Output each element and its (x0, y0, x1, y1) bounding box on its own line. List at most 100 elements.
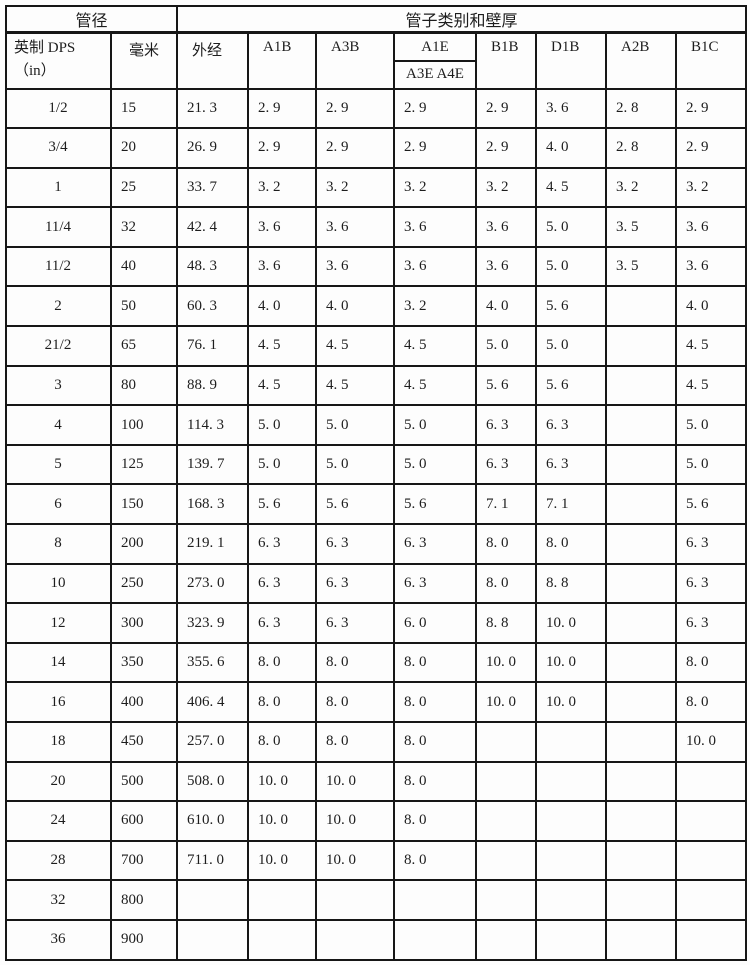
table-cell: 700 (109, 839, 179, 882)
table-cell: 5. 0 (315, 404, 396, 446)
table-cell: 5. 0 (535, 325, 608, 367)
table-cell: 8. 0 (247, 641, 318, 684)
table-cell (535, 918, 608, 961)
table-cell: 200 (109, 523, 179, 565)
table-cell: 15 (109, 87, 179, 130)
header-outer-diameter: 外经 (176, 31, 250, 90)
header-b1b: B1B (475, 31, 538, 90)
table-cell: 6. 3 (393, 562, 478, 605)
table-cell: 8. 0 (393, 641, 478, 684)
table-row: 10 250 273. 0 6. 3 6. 3 6. 3 8. 0 8. 8 6. 3 (5, 562, 748, 605)
table-cell: 7. 1 (535, 483, 608, 526)
table-cell (605, 562, 678, 605)
table-cell: 6. 3 (535, 443, 608, 486)
table-cell: 5. 6 (535, 285, 608, 328)
table-cell: 10. 0 (247, 760, 318, 803)
table-cell: 10. 0 (247, 800, 318, 842)
table-cell: 508. 0 (176, 760, 250, 803)
table-cell: 4. 0 (675, 285, 748, 328)
table-cell: 125 (109, 443, 179, 486)
header-a1e: A1E (393, 31, 478, 62)
table-cell: 3. 2 (675, 166, 748, 209)
table-cell: 6. 3 (475, 443, 538, 486)
table-cell: 1 (5, 166, 112, 209)
table-cell (393, 918, 478, 961)
header-a2b: A2B (605, 31, 678, 90)
table-cell (605, 918, 678, 961)
table-cell: 4. 5 (535, 166, 608, 209)
table-cell: 600 (109, 800, 179, 842)
table-cell: 36 (5, 918, 112, 961)
table-cell (475, 879, 538, 921)
table-cell: 8. 0 (475, 562, 538, 605)
table-cell: 8. 8 (535, 562, 608, 605)
table-cell (247, 879, 318, 921)
header-pipe-class-group: 管子类别和壁厚 (176, 5, 748, 34)
table-cell: 5. 0 (675, 443, 748, 486)
table-cell (605, 839, 678, 882)
table-row: 24 600 610. 0 10. 0 10. 0 8. 0 (5, 800, 748, 842)
table-header: 管径 管子类别和壁厚 英制 DPS （in） 毫米 外经 A1B A3B A1E… (4, 5, 748, 90)
table-cell: 42. 4 (176, 206, 250, 248)
table-cell: 3. 6 (675, 245, 748, 288)
table-cell: 6. 3 (675, 562, 748, 605)
table-cell: 5. 6 (675, 483, 748, 526)
table-cell: 10. 0 (535, 681, 608, 723)
table-cell: 5. 0 (315, 443, 396, 486)
table-row: 4 100 114. 3 5. 0 5. 0 5. 0 6. 3 6. 3 5. 0 (5, 404, 748, 446)
table-cell: 6. 3 (535, 404, 608, 446)
table-cell (535, 760, 608, 803)
header-a1b: A1B (247, 31, 318, 90)
table-cell: 8. 0 (393, 839, 478, 882)
table-cell: 6. 3 (393, 523, 478, 565)
table-row: 18 450 257. 0 8. 0 8. 0 8. 0 10. 0 (5, 721, 748, 763)
table-cell: 2. 9 (247, 127, 318, 169)
table-cell: 3. 6 (475, 206, 538, 248)
table-cell: 3. 6 (247, 206, 318, 248)
header-a3b: A3B (315, 31, 396, 90)
table-cell: 10. 0 (535, 602, 608, 644)
table-cell: 3. 2 (393, 166, 478, 209)
table-cell: 10. 0 (315, 839, 396, 882)
table-cell: 273. 0 (176, 562, 250, 605)
table-cell: 4. 0 (315, 285, 396, 328)
table-cell: 8. 0 (315, 681, 396, 723)
header-b1c: B1C (675, 31, 748, 90)
table-cell: 5. 0 (247, 404, 318, 446)
table-row: 11/2 40 48. 3 3. 6 3. 6 3. 6 3. 6 5. 0 3. 5 3. 6 (5, 245, 748, 288)
header-d1b: D1B (535, 31, 608, 90)
table-cell (605, 325, 678, 367)
table-cell: 150 (109, 483, 179, 526)
table-cell: 6. 3 (247, 523, 318, 565)
table-cell: 11/4 (5, 206, 112, 248)
header-subrow: A3E A4E (6, 59, 746, 90)
table-cell: 100 (109, 404, 179, 446)
table-cell: 3. 2 (393, 285, 478, 328)
table-cell: 2. 9 (315, 87, 396, 130)
table-row: 28 700 711. 0 10. 0 10. 0 8. 0 (5, 839, 748, 882)
table-row: 36 900 (5, 918, 748, 961)
table-cell: 3. 2 (475, 166, 538, 209)
table-cell: 14 (5, 641, 112, 684)
table-cell (535, 839, 608, 882)
table-row: 5 125 139. 7 5. 0 5. 0 5. 0 6. 3 6. 3 5. 0 (5, 443, 748, 486)
table-cell (675, 760, 748, 803)
table-cell: 10. 0 (247, 839, 318, 882)
table-cell: 6 (5, 483, 112, 526)
table-cell: 4. 5 (247, 364, 318, 407)
table-cell: 60. 3 (176, 285, 250, 328)
table-row: 20 500 508. 0 10. 0 10. 0 8. 0 (5, 760, 748, 803)
table-cell: 2. 8 (605, 87, 678, 130)
table-cell: 3. 6 (247, 245, 318, 288)
table-cell: 139. 7 (176, 443, 250, 486)
table-cell: 16 (5, 681, 112, 723)
table-cell: 4. 5 (315, 364, 396, 407)
table-cell: 711. 0 (176, 839, 250, 882)
table-cell: 3. 6 (675, 206, 748, 248)
table-cell: 8. 0 (675, 641, 748, 684)
table-cell: 7. 1 (475, 483, 538, 526)
table-cell: 323. 9 (176, 602, 250, 644)
table-cell: 8. 0 (393, 800, 478, 842)
table-cell: 400 (109, 681, 179, 723)
